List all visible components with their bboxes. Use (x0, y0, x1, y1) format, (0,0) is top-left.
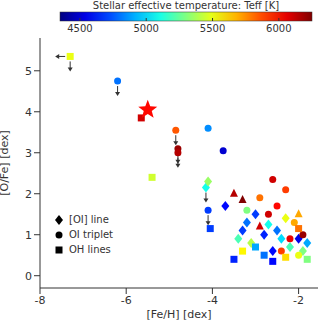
svg-text:-2: -2 (293, 294, 304, 307)
svg-text:Stellar effective temperature:: Stellar effective temperature: Teff [K] (93, 0, 280, 11)
html-text:[OI] line: [OI] line (69, 214, 109, 225)
svg-text:4: 4 (25, 106, 32, 119)
html-text:OI triplet: OI triplet (69, 229, 113, 240)
svg-text:6000: 6000 (266, 23, 291, 34)
svg-text:4500: 4500 (67, 23, 92, 34)
svg-text:1: 1 (25, 229, 32, 242)
svg-text:[Fe/H] [dex]: [Fe/H] [dex] (146, 308, 211, 320)
svg-text:5500: 5500 (200, 23, 225, 34)
svg-text:3: 3 (25, 147, 32, 160)
svg-text:2: 2 (25, 188, 32, 201)
svg-text:5000: 5000 (133, 23, 158, 34)
svg-text:5: 5 (25, 65, 32, 78)
html-text:OH lines: OH lines (69, 244, 111, 255)
svg-text:-6: -6 (121, 294, 132, 307)
svg-text:-8: -8 (35, 294, 46, 307)
svg-text:-4: -4 (207, 294, 218, 307)
svg-text:0: 0 (25, 270, 32, 283)
svg-text:[O/Fe] [dex]: [O/Fe] [dex] (8, 130, 11, 196)
